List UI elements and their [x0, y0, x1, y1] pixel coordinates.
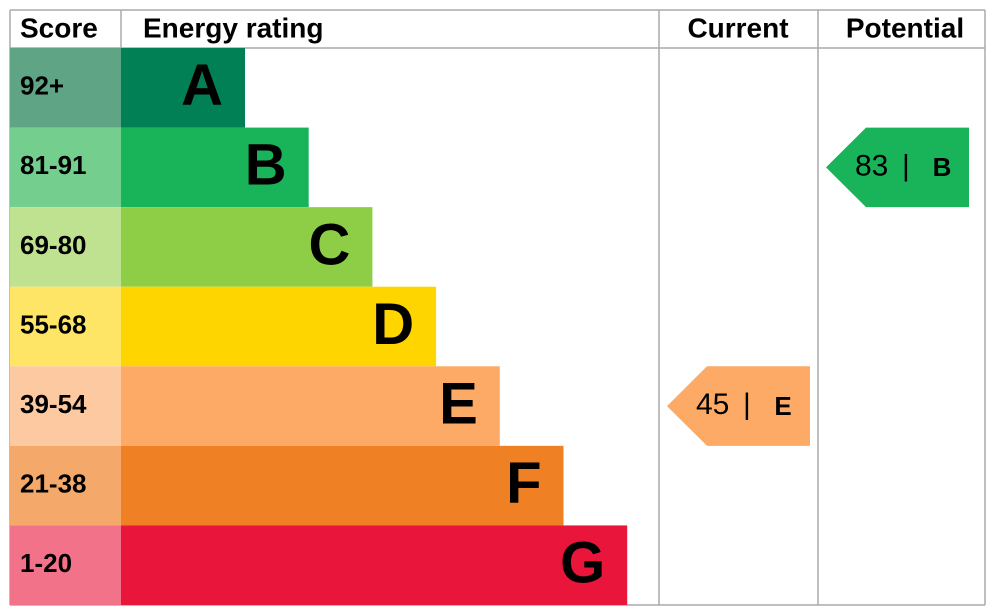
rating-letter: E	[439, 371, 478, 436]
score-label: 21-38	[20, 469, 87, 499]
rating-bar	[121, 366, 500, 446]
rating-bar	[121, 207, 373, 287]
potential-sep: |	[902, 149, 910, 182]
rating-letter: D	[372, 292, 414, 357]
current-sep: |	[743, 388, 751, 421]
rating-bar	[121, 127, 309, 208]
rating-bar	[121, 525, 628, 605]
score-cell	[10, 525, 121, 605]
current-arrow	[667, 366, 810, 446]
rating-letter: G	[560, 531, 605, 596]
header-score: Score	[20, 12, 98, 43]
header-rating: Energy rating	[143, 12, 323, 43]
score-label: 69-80	[20, 230, 87, 260]
score-cell	[10, 48, 121, 128]
potential-letter: B	[933, 152, 952, 182]
rating-bar	[121, 48, 245, 128]
score-label: 55-68	[20, 309, 87, 339]
rating-letter: F	[506, 451, 541, 516]
potential-arrow	[826, 127, 969, 208]
score-cell	[10, 286, 121, 367]
score-label: 81-91	[20, 150, 87, 180]
score-cell	[10, 366, 121, 446]
rating-letter: A	[181, 53, 223, 118]
header-current: Current	[687, 12, 788, 43]
score-label: 92+	[20, 71, 64, 101]
score-label: 39-54	[20, 389, 87, 419]
score-label: 1-20	[20, 548, 72, 578]
rating-bar	[121, 445, 564, 526]
current-letter: E	[774, 391, 791, 421]
score-cell	[10, 207, 121, 287]
header-potential: Potential	[846, 12, 964, 43]
rating-letter: B	[245, 133, 287, 198]
current-value: 45	[696, 388, 729, 421]
potential-value: 83	[855, 149, 888, 182]
score-cell	[10, 445, 121, 526]
rating-letter: C	[309, 212, 351, 277]
score-cell	[10, 127, 121, 208]
rating-bar	[121, 286, 437, 367]
